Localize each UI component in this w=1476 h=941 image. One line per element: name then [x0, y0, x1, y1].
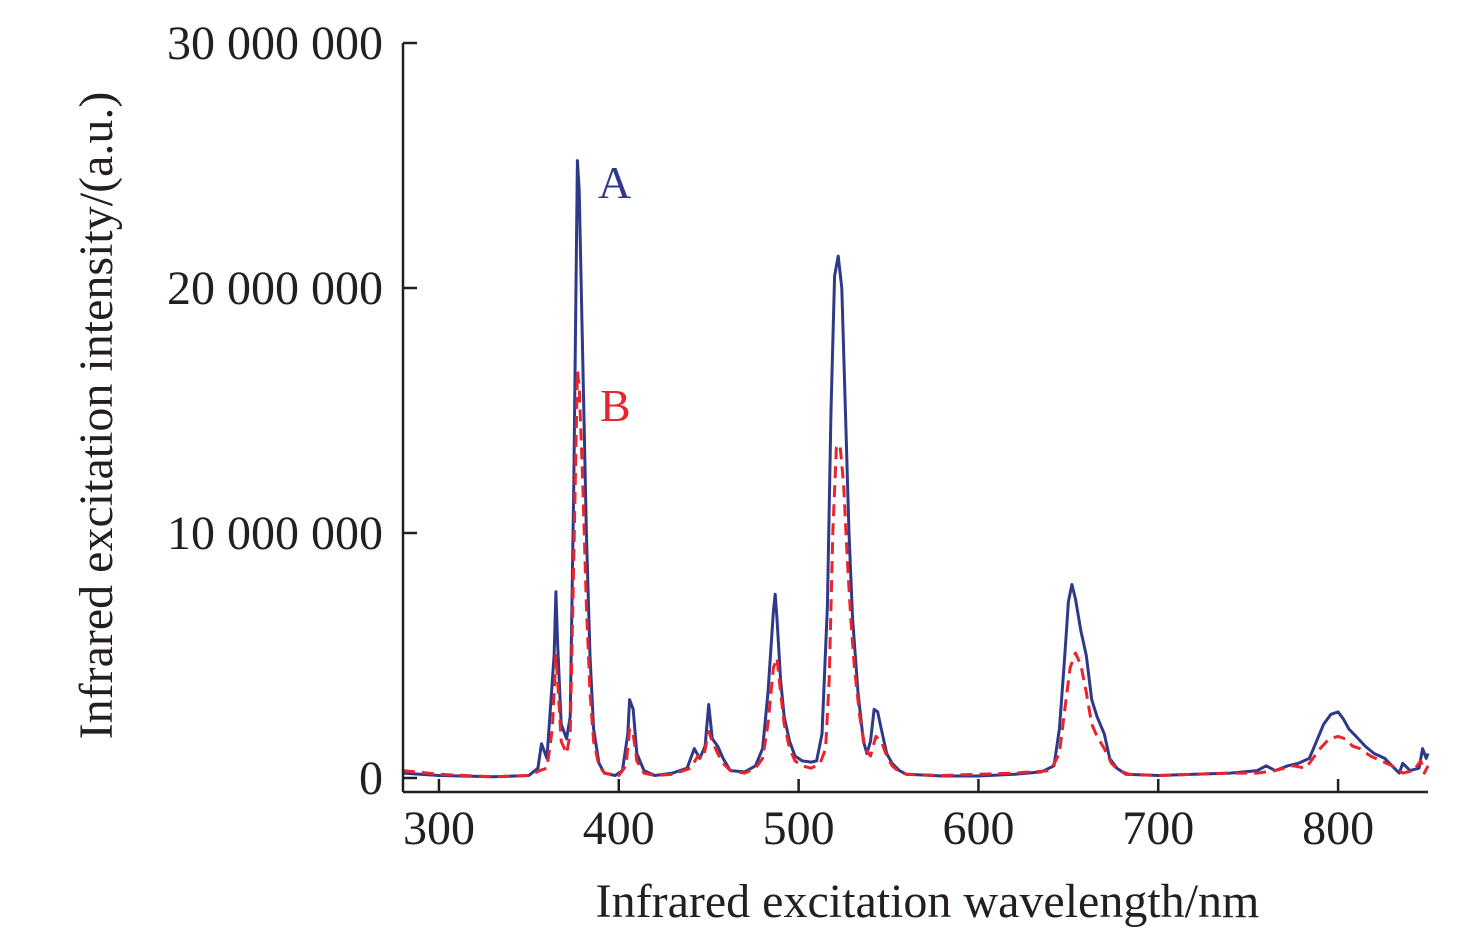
- y-axis-ticks: 0 10 000 000 20 000 000 30 000 000: [167, 17, 417, 805]
- x-tick-label: 400: [583, 802, 655, 855]
- x-tick-label: 800: [1302, 802, 1374, 855]
- series-line-B: [402, 369, 1430, 779]
- x-axis-ticks: 300 400 500 600 700 800: [403, 779, 1374, 855]
- series-label-B: B: [600, 380, 631, 431]
- x-tick-label: 300: [403, 802, 475, 855]
- series-labels: AB: [598, 157, 631, 431]
- y-tick-label: 30 000 000: [167, 17, 383, 70]
- y-tick-label: 20 000 000: [167, 262, 383, 315]
- series-label-A: A: [598, 157, 631, 208]
- x-tick-label: 500: [763, 802, 835, 855]
- y-tick-label: 10 000 000: [167, 507, 383, 560]
- x-tick-label: 600: [942, 802, 1014, 855]
- x-axis-title: Infrared excitation wavelength/nm: [596, 875, 1260, 928]
- x-tick-label: 700: [1122, 802, 1194, 855]
- y-axis-title: Infrared excitation intensity/(a.u.): [70, 92, 123, 740]
- y-tick-label: 0: [359, 752, 383, 805]
- plot-area: [402, 159, 1430, 779]
